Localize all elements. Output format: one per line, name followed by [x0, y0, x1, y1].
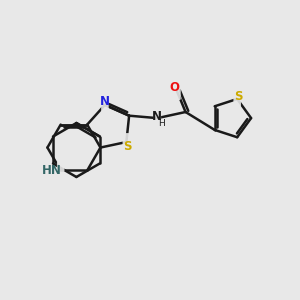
Text: S: S: [234, 90, 243, 103]
Text: N: N: [152, 110, 162, 123]
Text: S: S: [123, 140, 132, 153]
Text: H: H: [158, 119, 165, 128]
Text: N: N: [100, 95, 110, 108]
Text: O: O: [169, 81, 179, 94]
Text: HN: HN: [42, 164, 62, 177]
